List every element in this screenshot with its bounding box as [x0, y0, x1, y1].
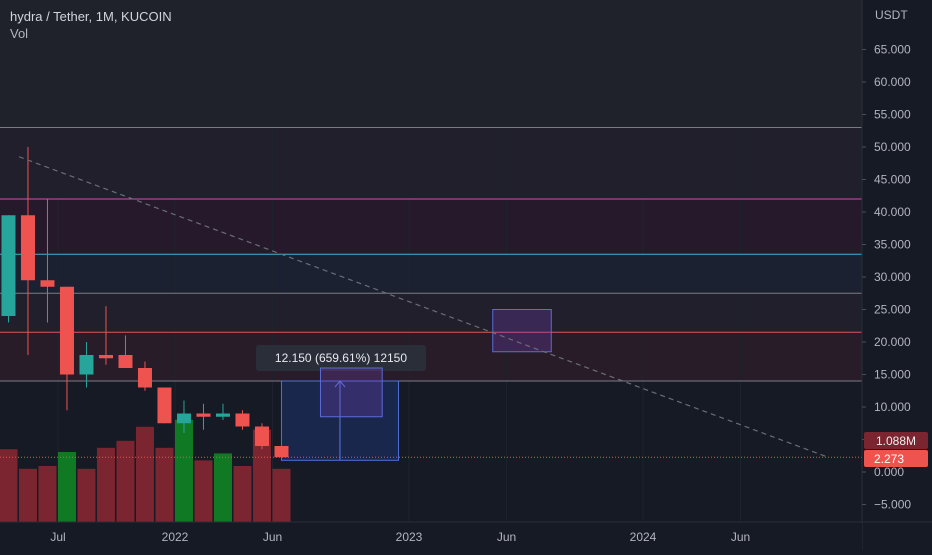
- candle-body[interactable]: [137, 368, 152, 388]
- symbol-title[interactable]: hydra / Tether, 1M, KUCOIN: [10, 9, 172, 24]
- price-tick-label: 50.000: [874, 140, 911, 154]
- time-tick-label: Jul: [50, 530, 65, 544]
- candle-body[interactable]: [98, 355, 113, 359]
- currency-label: USDT: [875, 8, 908, 22]
- volume-bar: [213, 453, 232, 522]
- price-tick-label: 55.000: [874, 108, 911, 122]
- candle-body[interactable]: [176, 413, 191, 424]
- candle-body[interactable]: [254, 426, 269, 447]
- measure-arrow-head: [334, 380, 346, 388]
- price-tick-label: 20.000: [874, 335, 911, 349]
- level-zone-3: [0, 293, 862, 333]
- measure-label: 12.150 (659.61%) 12150: [275, 351, 407, 365]
- volume-bar: [252, 429, 271, 522]
- upper-zone: [0, 0, 862, 128]
- time-tick-label: 2022: [162, 530, 189, 544]
- volume-bar: [0, 449, 18, 522]
- drawn-box-1[interactable]: [492, 309, 552, 353]
- volume-bar: [116, 440, 135, 522]
- candle-body[interactable]: [20, 215, 35, 281]
- volume-bar: [272, 468, 291, 522]
- last-price-badge: [864, 450, 928, 467]
- price-tick-label: 65.000: [874, 43, 911, 57]
- volume-bar: [77, 468, 96, 522]
- volume-bar: [18, 468, 37, 522]
- price-tick-label: 10.000: [874, 400, 911, 414]
- last-price-badge-label: 2.273: [874, 452, 904, 466]
- volume-bar: [96, 447, 115, 522]
- price-tick-label: 35.000: [874, 238, 911, 252]
- price-tick-label: 0.000: [874, 465, 904, 479]
- level-zone-2: [0, 254, 862, 294]
- volume-bar: [38, 466, 57, 522]
- price-tick-label: 30.000: [874, 270, 911, 284]
- measure-label-box: [255, 345, 426, 371]
- volume-badge: [864, 432, 928, 449]
- candle-body[interactable]: [59, 286, 74, 375]
- candle-body[interactable]: [79, 355, 94, 375]
- volume-bar: [57, 452, 76, 522]
- volume-bar: [135, 426, 154, 522]
- volume-bar: [194, 460, 213, 522]
- time-tick-label: Jun: [731, 530, 750, 544]
- volume-bar: [233, 466, 252, 522]
- candle-body[interactable]: [40, 280, 55, 287]
- candle-body[interactable]: [274, 446, 289, 458]
- candle-body[interactable]: [215, 413, 230, 417]
- candle-body[interactable]: [157, 387, 172, 424]
- price-tick-label: −5.000: [874, 498, 911, 512]
- time-tick-label: 2024: [630, 530, 657, 544]
- chart-legend: hydra / Tether, 1M, KUCOIN Vol: [10, 8, 172, 42]
- candle-body[interactable]: [196, 413, 211, 417]
- level-zone-0: [0, 127, 862, 199]
- drawn-box-0[interactable]: [319, 367, 383, 418]
- volume-badge-label: 1.088M: [876, 434, 916, 448]
- volume-legend-label: Vol: [10, 26, 29, 41]
- candle-body[interactable]: [1, 215, 16, 316]
- price-tick-label: 40.000: [874, 205, 911, 219]
- candle-body[interactable]: [235, 413, 250, 427]
- price-tick-label: 25.000: [874, 303, 911, 317]
- time-tick-label: 2023: [396, 530, 423, 544]
- volume-bar: [155, 447, 174, 522]
- price-tick-label: 45.000: [874, 173, 911, 187]
- time-tick-label: Jun: [263, 530, 282, 544]
- price-tick-label: 60.000: [874, 75, 911, 89]
- level-zone-1: [0, 199, 862, 255]
- price-tick-label: 15.000: [874, 368, 911, 382]
- time-tick-label: Jun: [497, 530, 516, 544]
- candle-body[interactable]: [118, 355, 133, 368]
- time-axis-panel: [0, 522, 862, 550]
- volume-bar: [174, 419, 193, 522]
